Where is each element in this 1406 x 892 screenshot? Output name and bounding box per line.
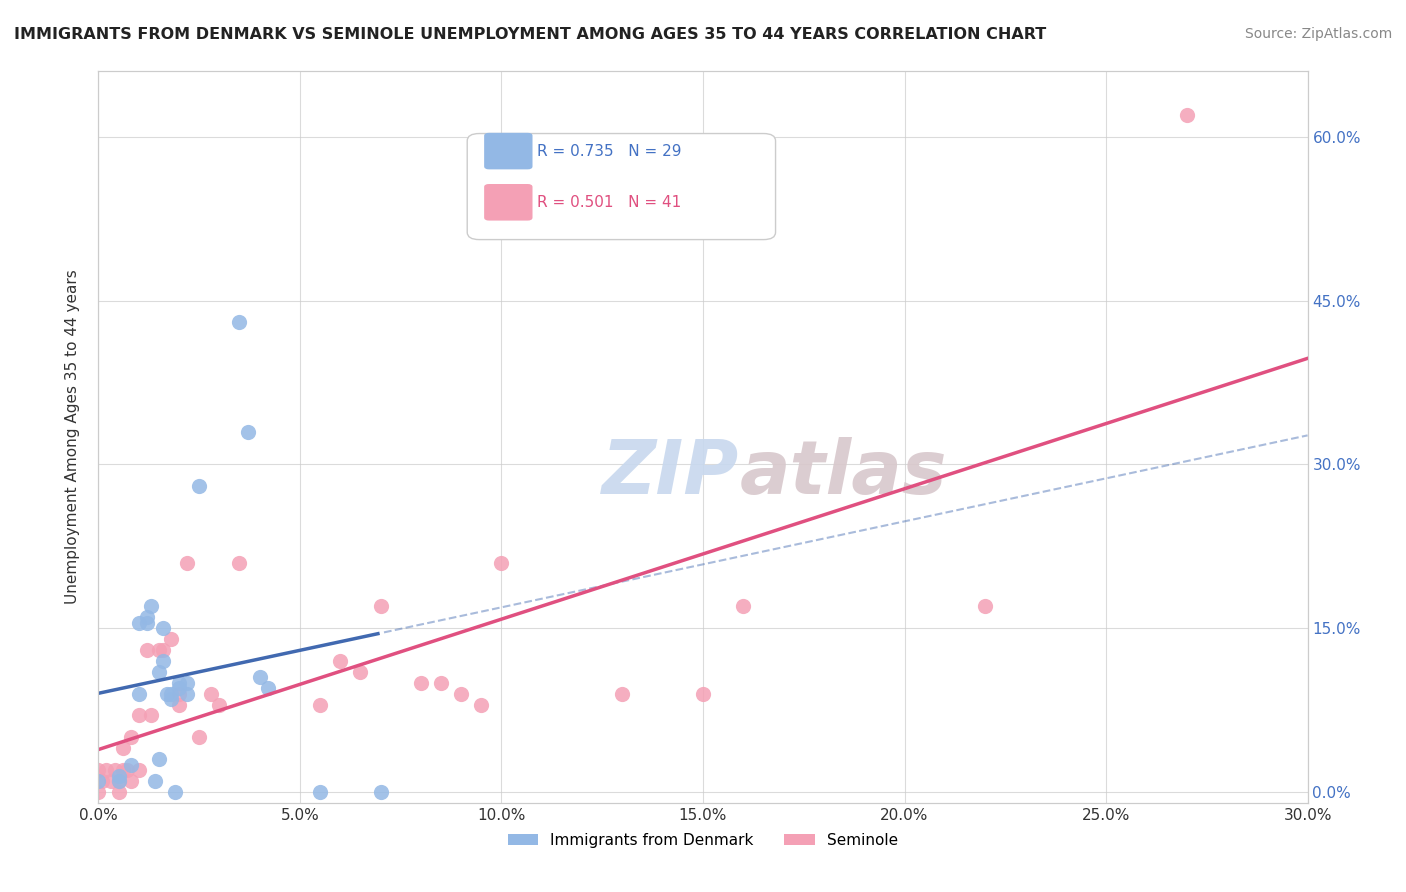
Point	[491, 556, 513, 570]
Point	[167, 698, 190, 712]
Point	[156, 687, 179, 701]
Text: atlas: atlas	[740, 437, 946, 510]
Point	[91, 774, 114, 789]
Point	[370, 599, 392, 614]
Point	[100, 774, 122, 789]
Text: R = 0.501   N = 41: R = 0.501 N = 41	[537, 194, 682, 210]
Point	[309, 785, 332, 799]
Point	[188, 479, 211, 493]
Point	[111, 741, 134, 756]
Point	[128, 763, 150, 777]
Point	[974, 599, 997, 614]
Point	[120, 774, 142, 789]
Text: R = 0.735   N = 29: R = 0.735 N = 29	[537, 144, 682, 159]
Point	[167, 681, 190, 695]
Point	[148, 643, 170, 657]
Point	[128, 687, 150, 701]
Point	[87, 763, 110, 777]
Point	[111, 763, 134, 777]
Point	[152, 643, 174, 657]
Text: IMMIGRANTS FROM DENMARK VS SEMINOLE UNEMPLOYMENT AMONG AGES 35 TO 44 YEARS CORRE: IMMIGRANTS FROM DENMARK VS SEMINOLE UNEM…	[14, 27, 1046, 42]
Point	[143, 774, 166, 789]
Point	[163, 785, 186, 799]
Point	[107, 768, 129, 782]
Point	[135, 615, 157, 630]
Point	[115, 763, 138, 777]
FancyBboxPatch shape	[467, 134, 776, 240]
Point	[139, 599, 162, 614]
Text: Source: ZipAtlas.com: Source: ZipAtlas.com	[1244, 27, 1392, 41]
Point	[107, 774, 129, 789]
Point	[96, 763, 118, 777]
Point	[160, 687, 183, 701]
FancyBboxPatch shape	[484, 184, 533, 220]
Point	[236, 425, 259, 439]
Point	[256, 681, 278, 695]
Point	[87, 785, 110, 799]
Point	[160, 632, 183, 646]
Point	[167, 675, 190, 690]
Point	[228, 556, 250, 570]
Point	[200, 687, 222, 701]
Point	[135, 643, 157, 657]
Point	[128, 708, 150, 723]
Y-axis label: Unemployment Among Ages 35 to 44 years: Unemployment Among Ages 35 to 44 years	[65, 269, 80, 605]
Point	[120, 731, 142, 745]
Point	[160, 692, 183, 706]
Point	[176, 687, 198, 701]
Point	[188, 731, 211, 745]
Point	[148, 752, 170, 766]
Point	[692, 687, 714, 701]
Point	[329, 654, 352, 668]
Point	[135, 610, 157, 624]
Point	[167, 687, 190, 701]
Point	[349, 665, 371, 679]
Legend: Immigrants from Denmark, Seminole: Immigrants from Denmark, Seminole	[502, 827, 904, 854]
Point	[176, 675, 198, 690]
Point	[87, 774, 110, 789]
Point	[470, 698, 492, 712]
Point	[152, 654, 174, 668]
Point	[249, 670, 271, 684]
Point	[176, 556, 198, 570]
Point	[450, 687, 472, 701]
Point	[409, 675, 432, 690]
Point	[107, 774, 129, 789]
Point	[733, 599, 755, 614]
FancyBboxPatch shape	[484, 133, 533, 169]
Point	[107, 785, 129, 799]
Point	[120, 757, 142, 772]
Point	[139, 708, 162, 723]
Point	[128, 615, 150, 630]
Point	[1175, 108, 1198, 122]
Point	[612, 687, 634, 701]
Point	[370, 785, 392, 799]
Point	[309, 698, 332, 712]
Text: ZIP: ZIP	[602, 437, 740, 510]
Point	[148, 665, 170, 679]
Point	[228, 315, 250, 329]
Point	[103, 763, 125, 777]
Point	[430, 675, 453, 690]
Point	[152, 621, 174, 635]
Point	[208, 698, 231, 712]
